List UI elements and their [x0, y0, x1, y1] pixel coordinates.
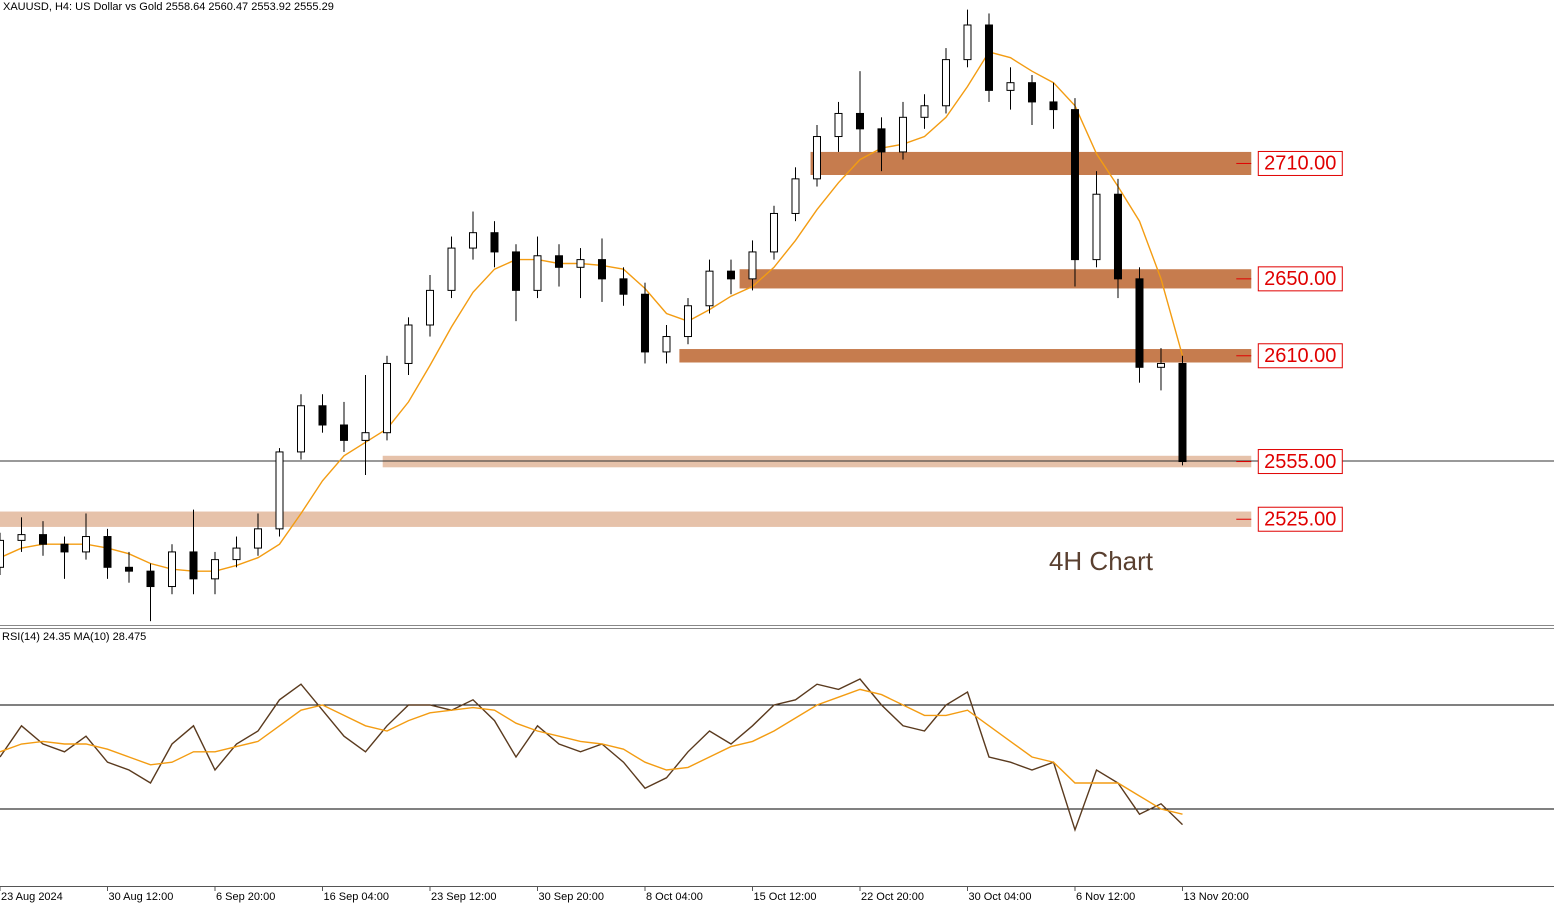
candle-body — [361, 432, 370, 441]
candle-body — [60, 543, 69, 553]
candle-body — [189, 551, 198, 580]
candle-body — [146, 570, 155, 588]
zone — [0, 511, 1252, 527]
candle-body — [232, 547, 241, 561]
zone — [739, 269, 1252, 289]
x-tick-label: 13 Nov 20:00 — [1183, 891, 1248, 903]
candle-body — [941, 59, 950, 107]
x-tick-label: 23 Sep 12:00 — [431, 891, 496, 903]
candle-body — [576, 259, 585, 268]
zone — [679, 349, 1252, 363]
x-tick-label: 22 Oct 20:00 — [861, 891, 924, 903]
candle-body — [963, 24, 972, 61]
candle-body — [1070, 109, 1079, 261]
zone-label-box — [1257, 449, 1343, 475]
zone-label-box — [1257, 343, 1343, 369]
candle-body — [984, 24, 993, 91]
candle-body — [38, 534, 47, 545]
candle-body — [210, 559, 219, 580]
candle-body — [404, 324, 413, 364]
candle-body — [1156, 362, 1165, 368]
x-tick-label: 6 Nov 12:00 — [1076, 891, 1135, 903]
candle-body — [468, 232, 477, 249]
x-tick-label: 8 Oct 04:00 — [646, 891, 703, 903]
zone-label: 2610.00 — [1264, 345, 1336, 367]
zone-label: 2525.00 — [1264, 509, 1336, 531]
candle-body — [812, 136, 821, 180]
annotation: 4H Chart — [1049, 546, 1154, 576]
candle-body — [791, 178, 800, 214]
candle-body — [748, 251, 757, 280]
candle-body — [318, 405, 327, 426]
candle-body — [339, 424, 348, 441]
candle-body — [253, 528, 262, 549]
candle-body — [103, 536, 112, 568]
rsi-line — [0, 678, 1183, 832]
x-tick-label: 6 Sep 20:00 — [216, 891, 275, 903]
candle-body — [81, 536, 90, 553]
x-tick-label: 30 Oct 04:00 — [968, 891, 1031, 903]
rsi-header: RSI(14) 24.35 MA(10) 28.475 — [2, 631, 146, 643]
zone — [810, 151, 1252, 175]
candle-body — [490, 232, 499, 253]
candle-body — [597, 259, 606, 280]
candle-body — [124, 566, 133, 572]
candle-body — [877, 128, 886, 153]
zone-label-box — [1257, 266, 1343, 292]
candle-body — [769, 212, 778, 253]
candle-body — [1135, 278, 1144, 368]
candle-body — [554, 255, 563, 268]
zone-label-box — [1257, 150, 1343, 176]
x-tick-label: 30 Aug 12:00 — [108, 891, 173, 903]
zone — [382, 455, 1252, 468]
x-tick-label: 15 Oct 12:00 — [753, 891, 816, 903]
x-tick-label: 23 Aug 2024 — [1, 891, 63, 903]
x-tick-label: 30 Sep 20:00 — [538, 891, 603, 903]
zone-label: 2710.00 — [1264, 153, 1336, 175]
candle-body — [1006, 82, 1015, 91]
candle-body — [683, 305, 692, 338]
candle-body — [296, 405, 305, 453]
candle-body — [533, 255, 542, 291]
candle-body — [920, 105, 929, 118]
candle-body — [855, 112, 864, 130]
candle-body — [662, 336, 671, 353]
candle-body — [447, 247, 456, 291]
candle-body — [834, 112, 843, 138]
candle-body — [167, 551, 176, 588]
candle-body — [0, 539, 4, 568]
zone-label: 2555.00 — [1264, 451, 1336, 473]
price-header: XAUUSD, H4: US Dollar vs Gold 2558.64 25… — [3, 1, 334, 13]
candle-body — [17, 534, 26, 541]
candle-body — [726, 270, 735, 280]
candle-body — [382, 362, 391, 434]
candle-body — [275, 451, 284, 530]
candle-body — [705, 270, 714, 307]
x-tick-label: 16 Sep 04:00 — [323, 891, 388, 903]
candle-body — [1092, 193, 1101, 261]
candle-body — [1178, 362, 1187, 463]
candle-body — [640, 293, 649, 353]
candle-body — [511, 251, 520, 291]
candle-body — [1113, 193, 1122, 280]
candle-body — [1049, 101, 1058, 111]
candle-body — [425, 289, 434, 326]
candle-body — [1027, 82, 1036, 103]
zone-label-box — [1257, 506, 1343, 532]
candle-body — [898, 116, 907, 153]
zone-label: 2650.00 — [1264, 268, 1336, 290]
rsi-line — [0, 688, 1183, 815]
candle-body — [619, 278, 628, 295]
